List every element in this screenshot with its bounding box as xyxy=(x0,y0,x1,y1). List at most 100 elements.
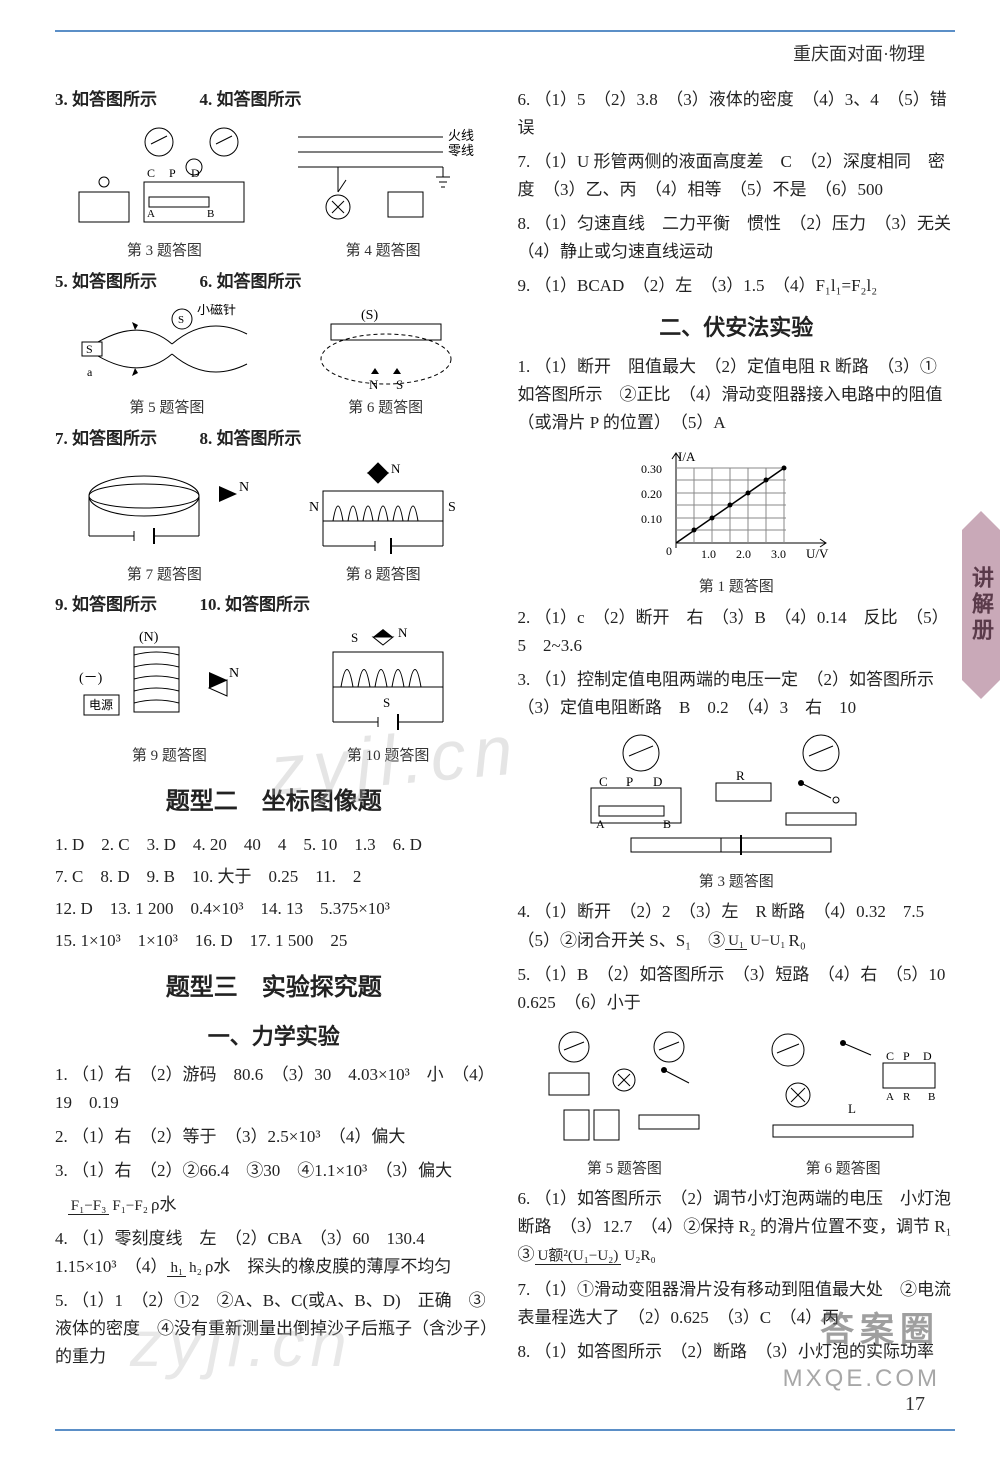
fig9-caption: 第 9 题答图 xyxy=(132,744,207,769)
svg-text:D: D xyxy=(923,1049,932,1063)
svg-text:N: N xyxy=(391,461,401,476)
svg-text:N: N xyxy=(369,377,379,392)
svg-text:电源: 电源 xyxy=(89,698,113,712)
fig3-caption: 第 3 题答图 xyxy=(127,239,202,264)
svg-text:(N): (N) xyxy=(139,630,159,645)
svg-text:S: S xyxy=(178,314,184,326)
r-cont-8: 8. （1）匀速直线 二力平衡 惯性 （2）压力 （3）无关 （4）静止或匀速直… xyxy=(518,210,956,266)
q7: 7. 如答图所示 xyxy=(55,429,157,448)
chart-1: I/AU/V 0.100.200.30 1.02.03.0 0 xyxy=(626,443,846,573)
svg-text:R: R xyxy=(736,768,745,783)
van-3: 3. （1）控制定值电阻两端的电压一定 （2）如答图所示 （3）定值电阻断路 B… xyxy=(518,666,956,722)
ans-line-3: 12. D 13. 1 200 0.4×10³ 14. 13 5.375×10³ xyxy=(55,895,493,923)
svg-text:B: B xyxy=(663,817,671,831)
svg-text:N: N xyxy=(229,666,239,681)
svg-text:P: P xyxy=(626,774,633,789)
svg-text:P: P xyxy=(903,1049,910,1063)
svg-text:C: C xyxy=(599,774,608,789)
figure-r5 xyxy=(529,1025,719,1155)
mech-5: 5. （1）1 （2）①2 ②A、B、C(或A、B、D) 正确 ③液体的密度 ④… xyxy=(55,1287,493,1371)
fig5-caption: 第 5 题答图 xyxy=(129,396,204,421)
fig8-caption: 第 8 题答图 xyxy=(346,563,421,588)
svg-text:B: B xyxy=(928,1091,935,1103)
mech-2: 2. （1）右 （2）等于 （3）2.5×10³ （4）偏大 xyxy=(55,1123,493,1151)
header-title: 重庆面对面·物理 xyxy=(55,40,955,66)
svg-text:火线: 火线 xyxy=(448,128,474,143)
q9: 9. 如答图所示 xyxy=(55,595,157,614)
mech-3: 3. （1）右 （2）②66.4 ③30 ④1.1×10³ （3）偏大 xyxy=(55,1157,493,1185)
svg-text:N: N xyxy=(239,480,249,495)
svg-text:S: S xyxy=(448,500,456,515)
svg-text:B: B xyxy=(207,208,214,220)
figr3-caption: 第 3 题答图 xyxy=(699,870,774,895)
r-cont-6: 6. （1）5 （2）3.8 （3）液体的密度 （4）3、4 （5）错误 xyxy=(518,86,956,142)
svg-text:3.0: 3.0 xyxy=(771,547,786,561)
fig10-caption: 第 10 题答图 xyxy=(347,744,430,769)
svg-text:0.10: 0.10 xyxy=(641,512,662,526)
svg-text:a: a xyxy=(87,365,93,379)
figure-5: S S 小磁针 a xyxy=(77,304,257,394)
chart1-caption: 第 1 题答图 xyxy=(699,575,774,600)
heading-type2: 题型二 坐标图像题 xyxy=(55,783,493,823)
svg-text:(S): (S) xyxy=(361,308,378,323)
svg-text:0.20: 0.20 xyxy=(641,487,662,501)
left-column: 3. 如答图所示 4. 如答图所示 CPD AB xyxy=(55,86,493,1377)
van-6: 6. （1）如答图所示 （2）调节小灯泡两端的电压 小灯泡断路 （3）12.7 … xyxy=(518,1185,956,1269)
svg-text:U/V: U/V xyxy=(806,546,829,561)
right-column: 6. （1）5 （2）3.8 （3）液体的密度 （4）3、4 （5）错误 7. … xyxy=(518,86,956,1377)
svg-text:D: D xyxy=(653,774,662,789)
figure-7: N xyxy=(74,461,254,561)
svg-text:S: S xyxy=(383,695,390,710)
ans-line-2: 7. C 8. D 9. B 10. 大于 0.25 11. 2 xyxy=(55,863,493,891)
q8: 8. 如答图所示 xyxy=(200,429,302,448)
q10: 10. 如答图所示 xyxy=(200,595,311,614)
figure-6: (S) N S xyxy=(301,304,471,394)
svg-text:I/A: I/A xyxy=(678,449,696,464)
figr6-caption: 第 6 题答图 xyxy=(806,1157,881,1182)
ans-line-1: 1. D 2. C 3. D 4. 20 40 4 5. 10 1.3 6. D xyxy=(55,831,493,859)
svg-text:(－): (－) xyxy=(79,671,103,686)
svg-text:A: A xyxy=(886,1091,894,1103)
figure-r3: C P D A B R xyxy=(571,728,901,868)
figr5-caption: 第 5 题答图 xyxy=(587,1157,662,1182)
r-cont-9: 9. （1）BCAD （2）左 （3）1.5 （4）F₁l₁=F₂l₂ xyxy=(518,272,956,300)
page-number: 17 xyxy=(905,1393,925,1416)
svg-text:A: A xyxy=(596,817,605,831)
svg-text:C: C xyxy=(886,1049,894,1063)
side-tab: 讲解册 xyxy=(962,530,1000,680)
r-cont-7: 7. （1）U 形管两侧的液面高度差 C （2）深度相同 密度 （3）乙、丙 （… xyxy=(518,148,956,204)
fig4-caption: 第 4 题答图 xyxy=(346,239,421,264)
svg-text:S: S xyxy=(351,630,358,645)
van-1: 1. （1）断开 阻值最大 （2）定值电阻 R 断路 （3）① 如答图所示 ②正… xyxy=(518,353,956,437)
svg-text:L: L xyxy=(848,1101,856,1116)
svg-text:N: N xyxy=(398,627,408,640)
svg-text:零线: 零线 xyxy=(448,143,474,158)
brand-bottom: MXQE.COM xyxy=(783,1365,940,1393)
q5: 5. 如答图所示 xyxy=(55,272,157,291)
svg-text:C: C xyxy=(147,166,155,180)
ans-line-4: 15. 1×10³ 1×10³ 16. D 17. 1 500 25 xyxy=(55,927,493,955)
mech-1: 1. （1）右 （2）游码 80.6 （3）30 4.03×10³ 小 （4）1… xyxy=(55,1061,493,1117)
fig6-caption: 第 6 题答图 xyxy=(348,396,423,421)
subheading-mech: 一、力学实验 xyxy=(55,1019,493,1055)
svg-text:S: S xyxy=(86,342,93,356)
svg-text:2.0: 2.0 xyxy=(736,547,751,561)
fig7-caption: 第 7 题答图 xyxy=(127,563,202,588)
svg-text:N: N xyxy=(309,500,319,515)
svg-text:0: 0 xyxy=(666,544,672,558)
svg-text:0.30: 0.30 xyxy=(641,462,662,476)
svg-text:S: S xyxy=(396,377,403,392)
svg-text:A: A xyxy=(147,208,155,220)
q3: 3. 如答图所示 xyxy=(55,90,157,109)
figure-9: (N) (－) 电源 N xyxy=(74,627,264,742)
van-5: 5. （1）B （2）如答图所示 （3）短路 （4）右 （5）10 0.625 … xyxy=(518,961,956,1017)
figure-8: N N S xyxy=(293,461,473,561)
brand-top: 答案圈 xyxy=(820,1302,940,1351)
mech-3b: F₁−F₃F₁−F₂ρ水 xyxy=(55,1191,493,1219)
van-2: 2. （1）c （2）断开 右 （3）B （4）0.14 反比 （5）5 2~3… xyxy=(518,604,956,660)
q4: 4. 如答图所示 xyxy=(200,90,302,109)
figure-10: N S S xyxy=(303,627,473,742)
figure-4: 火线 零线 xyxy=(288,122,478,237)
van-4: 4. （1）断开 （2）2 （3）左 R 断路 （4）0.32 7.5 （5）②… xyxy=(518,898,956,954)
figure-3: CPD AB xyxy=(69,122,259,237)
